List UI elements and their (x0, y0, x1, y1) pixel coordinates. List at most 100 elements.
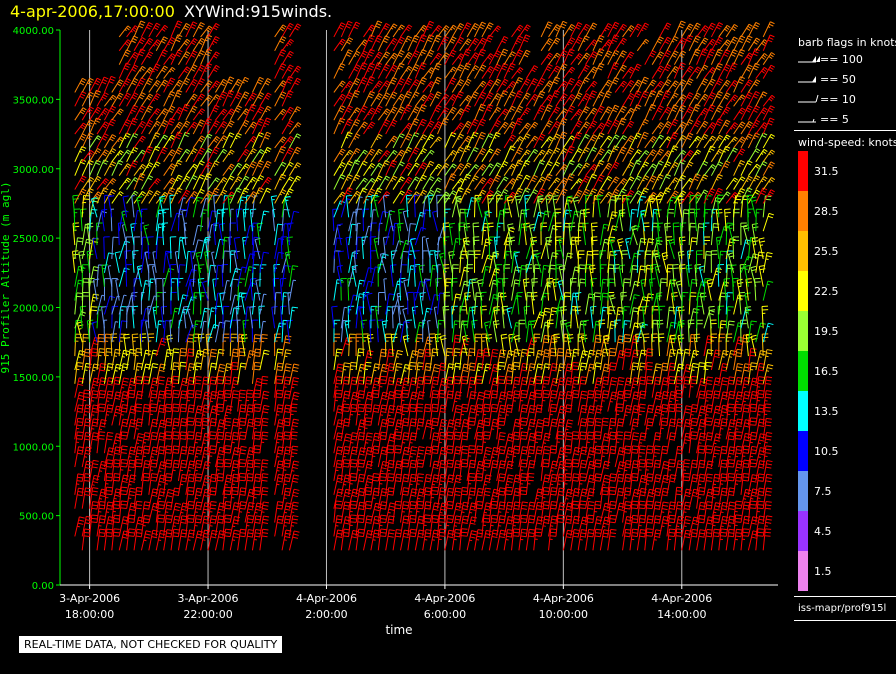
wind-barb (163, 389, 172, 412)
wind-barb (333, 200, 346, 218)
wind-barb (644, 90, 657, 107)
wind-barb (251, 361, 261, 384)
wind-barb (496, 78, 509, 93)
wind-barb (192, 473, 202, 495)
wind-barb (163, 105, 176, 121)
wind-barb (710, 161, 724, 176)
wind-barb (242, 236, 249, 259)
wind-barb (163, 77, 176, 93)
wind-barb (126, 132, 139, 149)
wind-barb (229, 105, 242, 121)
wind-barb (348, 118, 361, 135)
wind-barb (163, 187, 176, 204)
y-tick-label: 3000.00 (13, 165, 54, 176)
wind-barb (340, 49, 353, 65)
wind-barb (111, 514, 121, 537)
wind-barb (546, 277, 554, 301)
wind-barb (666, 177, 679, 190)
wind-barb (148, 79, 161, 93)
wind-barb (673, 134, 687, 149)
wind-barb (644, 79, 657, 93)
wind-barb (693, 333, 701, 357)
wind-barb (107, 195, 115, 218)
wind-barb (688, 35, 701, 52)
wind-barb (287, 222, 294, 246)
wind-barb (126, 146, 139, 163)
wind-barb (506, 307, 513, 329)
wind-barb (570, 36, 583, 52)
wind-barb (143, 224, 150, 246)
wind-barb (280, 236, 288, 259)
wind-barb (570, 389, 580, 412)
wind-barb (414, 162, 428, 176)
wind-barb (131, 333, 139, 357)
wind-barb (89, 514, 98, 537)
wind-barb (345, 236, 352, 259)
wind-barb (622, 147, 635, 163)
wind-barb (222, 500, 232, 523)
wind-barb (126, 405, 137, 426)
wind-barb (177, 502, 189, 523)
wind-barb (636, 76, 649, 93)
wind-barb (126, 159, 139, 176)
wind-barb (244, 389, 254, 412)
wind-barb (471, 278, 479, 301)
wind-barb (459, 22, 472, 38)
wind-barb (252, 174, 265, 190)
wind-barb (185, 147, 198, 163)
wind-barb (377, 51, 391, 65)
wind-barb (377, 175, 391, 190)
wind-barb (140, 403, 151, 426)
wind-barb (762, 149, 776, 163)
wind-barb (103, 459, 113, 482)
wind-barb (555, 20, 568, 38)
wind-barb (192, 64, 205, 79)
wind-barb (347, 305, 355, 329)
wind-barb (348, 50, 361, 65)
wind-barb (148, 264, 155, 287)
wind-barb (288, 265, 299, 287)
wind-barb (429, 52, 442, 65)
wind-barb (118, 349, 130, 371)
wind-barb (480, 291, 487, 315)
wind-barb (155, 337, 167, 357)
wind-barb (155, 320, 165, 343)
wind-barb (96, 431, 106, 454)
wind-barb (163, 149, 176, 163)
wind-barb (96, 178, 109, 190)
x-tick-date: 4-Apr-2006 (651, 592, 712, 605)
wind-barb (240, 292, 247, 315)
wind-barb (348, 77, 361, 93)
wind-barb (696, 120, 709, 135)
wind-barb (622, 161, 635, 176)
wind-barb (251, 459, 261, 481)
wind-barb (718, 119, 731, 135)
wind-barb (385, 135, 398, 149)
wind-barb (755, 132, 768, 149)
wind-barb (89, 106, 102, 121)
wind-barb (466, 131, 479, 149)
wind-barb (111, 236, 120, 259)
wind-barb (355, 293, 366, 315)
wind-barb (118, 78, 131, 93)
wind-barb (496, 35, 509, 52)
wind-barb (270, 195, 278, 218)
wind-barb (644, 418, 654, 440)
wind-barb (274, 251, 285, 273)
wind-barb (118, 132, 131, 149)
wind-barb (289, 106, 302, 121)
wind-barb (621, 250, 628, 273)
wind-barb (140, 514, 151, 537)
wind-barb (185, 389, 195, 412)
wind-barb (762, 21, 775, 38)
wind-barb (244, 282, 256, 301)
barb-flag-100: == 100 (796, 53, 896, 67)
wind-barb (363, 148, 376, 163)
wind-barb (562, 37, 576, 52)
wind-barb (103, 295, 116, 315)
wind-barb (525, 264, 533, 287)
wind-barb (185, 105, 198, 121)
wind-barb (81, 432, 92, 454)
wind-barb (259, 473, 269, 495)
wind-barb (252, 149, 265, 163)
